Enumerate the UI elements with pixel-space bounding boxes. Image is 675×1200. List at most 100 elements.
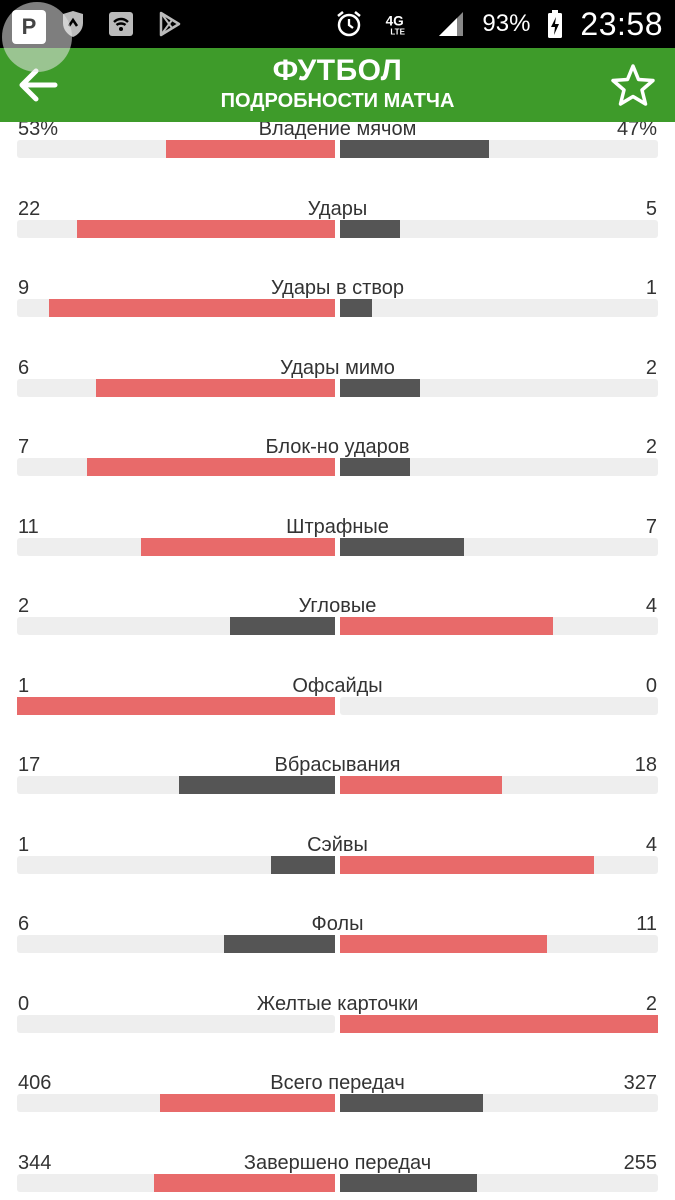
away-bar-track bbox=[340, 379, 658, 397]
back-button[interactable] bbox=[10, 58, 66, 112]
battery-percent: 93% bbox=[482, 10, 531, 37]
stat-away-value: 2 bbox=[645, 993, 657, 1015]
stat-away-value: 1 bbox=[645, 277, 657, 299]
alarm-icon bbox=[332, 7, 366, 41]
home-bar-fill bbox=[160, 1094, 335, 1112]
away-bar-fill bbox=[340, 1174, 477, 1192]
stat-row: Офсайды 1 0 bbox=[0, 675, 675, 755]
arrow-left-icon bbox=[19, 68, 58, 102]
home-bar-fill bbox=[77, 220, 335, 238]
network-4g-icon: 4G LTE bbox=[380, 7, 420, 41]
stat-away-value: 4 bbox=[645, 595, 657, 617]
home-bar-fill bbox=[224, 935, 335, 953]
stat-home-value: 17 bbox=[18, 754, 41, 776]
header-title: ФУТБОЛ bbox=[272, 54, 403, 87]
away-bar-fill bbox=[340, 458, 410, 476]
wifi-icon bbox=[104, 7, 138, 41]
away-bar-track bbox=[340, 1015, 658, 1033]
stat-row: Желтые карточки 0 2 bbox=[0, 993, 675, 1073]
stat-label: Фолы bbox=[311, 913, 364, 935]
stat-label: Завершено передач bbox=[243, 1152, 432, 1174]
stat-label: Удары bbox=[307, 198, 368, 220]
stat-away-value: 18 bbox=[634, 754, 657, 776]
stat-away-value: 2 bbox=[645, 357, 657, 379]
home-bar-track bbox=[17, 776, 335, 794]
away-bar-track bbox=[340, 856, 658, 874]
stat-label: Сэйвы bbox=[307, 834, 368, 856]
home-bar-track bbox=[17, 856, 335, 874]
stat-label: Владение мячом bbox=[258, 118, 417, 140]
stat-home-value: 406 bbox=[18, 1072, 52, 1094]
stat-home-value: 0 bbox=[18, 993, 30, 1015]
away-bar-track bbox=[340, 299, 658, 317]
stat-label: Блок-но ударов bbox=[265, 436, 410, 458]
stat-label: Всего передач bbox=[270, 1072, 405, 1094]
app-header: ФУТБОЛ ПОДРОБНОСТИ МАТЧА bbox=[0, 48, 675, 122]
home-bar-track bbox=[17, 1094, 335, 1112]
stat-label: Удары в створ bbox=[271, 277, 404, 299]
stat-text: Удары мимо 6 2 bbox=[18, 357, 657, 391]
stat-away-value: 0 bbox=[645, 675, 657, 697]
stat-text: Угловые 2 4 bbox=[18, 595, 657, 629]
signal-icon bbox=[434, 7, 468, 41]
clock: 23:58 bbox=[580, 5, 663, 42]
home-bar-track bbox=[17, 220, 335, 238]
svg-text:LTE: LTE bbox=[391, 27, 406, 36]
stat-text: Всего передач 406 327 bbox=[18, 1072, 657, 1106]
home-bar-track bbox=[17, 299, 335, 317]
stat-text: Удары в створ 9 1 bbox=[18, 277, 657, 311]
away-bar-track bbox=[340, 776, 658, 794]
stat-row: Вбрасывания 17 18 bbox=[0, 754, 675, 834]
home-bar-fill bbox=[230, 617, 335, 635]
stat-away-value: 2 bbox=[645, 436, 657, 458]
stat-text: Удары 22 5 bbox=[18, 198, 657, 232]
stat-home-value: 22 bbox=[18, 198, 41, 220]
away-bar-track bbox=[340, 538, 658, 556]
svg-text:4G: 4G bbox=[386, 14, 404, 29]
stat-row: Завершено передач 344 255 bbox=[0, 1152, 675, 1200]
away-bar-track bbox=[340, 140, 658, 158]
play-store-icon bbox=[152, 7, 186, 41]
star-icon bbox=[611, 64, 655, 106]
away-bar-track bbox=[340, 697, 658, 715]
home-bar-track bbox=[17, 379, 335, 397]
home-bar-track bbox=[17, 617, 335, 635]
stat-row: Блок-но ударов 7 2 bbox=[0, 436, 675, 516]
stat-home-value: 344 bbox=[18, 1152, 52, 1174]
home-bar-track bbox=[17, 1174, 335, 1192]
away-bar-fill bbox=[340, 617, 553, 635]
stat-row: Фолы 6 11 bbox=[0, 913, 675, 993]
p-notification-icon: P bbox=[12, 10, 46, 44]
home-bar-track bbox=[17, 1015, 335, 1033]
away-bar-track bbox=[340, 220, 658, 238]
stat-row: Удары мимо 6 2 bbox=[0, 357, 675, 437]
home-bar-track bbox=[17, 140, 335, 158]
away-bar-track bbox=[340, 1174, 658, 1192]
stat-home-value: 6 bbox=[18, 913, 30, 935]
away-bar-fill bbox=[340, 776, 502, 794]
stat-away-value: 7 bbox=[645, 516, 657, 538]
away-bar-fill bbox=[340, 1094, 483, 1112]
home-bar-track bbox=[17, 935, 335, 953]
home-bar-fill bbox=[179, 776, 335, 794]
away-bar-fill bbox=[340, 538, 464, 556]
stat-home-value: 1 bbox=[18, 834, 30, 856]
stat-text: Фолы 6 11 bbox=[18, 913, 657, 947]
home-bar-fill bbox=[96, 379, 335, 397]
home-bar-fill bbox=[17, 697, 335, 715]
favorite-button[interactable] bbox=[603, 56, 663, 114]
stat-home-value: 6 bbox=[18, 357, 30, 379]
away-bar-track bbox=[340, 458, 658, 476]
stat-text: Владение мячом 53% 47% bbox=[18, 118, 657, 152]
touch-ripple: P bbox=[2, 2, 72, 72]
home-bar-fill bbox=[49, 299, 335, 317]
stat-row: Удары в створ 9 1 bbox=[0, 277, 675, 357]
stat-text: Желтые карточки 0 2 bbox=[18, 993, 657, 1027]
away-bar-track bbox=[340, 935, 658, 953]
away-bar-fill bbox=[340, 299, 372, 317]
stat-text: Завершено передач 344 255 bbox=[18, 1152, 657, 1186]
battery-charging-icon bbox=[544, 7, 566, 41]
header-subtitle: ПОДРОБНОСТИ МАТЧА bbox=[220, 90, 455, 112]
away-bar-fill bbox=[340, 220, 400, 238]
stat-away-value: 327 bbox=[623, 1072, 657, 1094]
